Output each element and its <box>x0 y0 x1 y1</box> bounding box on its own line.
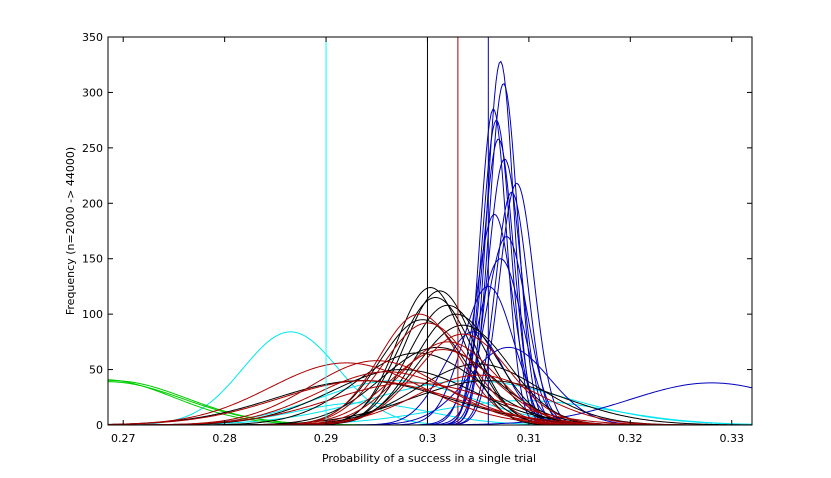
y-tick-label: 350 <box>82 31 103 44</box>
x-tick-label: 0.29 <box>314 432 339 445</box>
plot-frame <box>107 36 753 426</box>
series-line <box>108 285 752 425</box>
y-tick-label: 0 <box>96 419 103 432</box>
y-tick-label: 200 <box>82 197 103 210</box>
series-line <box>108 319 752 425</box>
y-tick-label: 50 <box>89 364 103 377</box>
x-tick-label: 0.32 <box>618 432 643 445</box>
y-tick-label: 150 <box>82 253 103 266</box>
series-line <box>108 322 752 425</box>
series-line <box>108 290 752 425</box>
series-line <box>108 313 752 425</box>
x-tick-label: 0.27 <box>111 432 136 445</box>
series-line <box>108 313 752 425</box>
y-tick-label: 250 <box>82 142 103 155</box>
y-tick-label: 100 <box>82 308 103 321</box>
series-line <box>108 258 752 425</box>
x-axis-label: Probability of a success in a single tri… <box>322 452 536 465</box>
x-tick-label: 0.3 <box>419 432 437 445</box>
series-line <box>108 381 752 425</box>
x-tick-label: 0.33 <box>719 432 744 445</box>
x-tick-label: 0.28 <box>212 432 237 445</box>
series-line <box>108 379 752 425</box>
x-tick-label: 0.31 <box>517 432 542 445</box>
series-line <box>108 382 752 425</box>
series-line <box>108 287 752 425</box>
series-line <box>108 297 752 425</box>
axes: 0.27 0.28 0.29 0.3 0.31 0.32 0.33 0 50 100 150 200 2… <box>82 31 753 445</box>
y-axis-label: Frequency (n=2000 -> 44000) <box>64 147 77 315</box>
y-tick-label: 300 <box>82 86 103 99</box>
series-line <box>108 380 752 425</box>
